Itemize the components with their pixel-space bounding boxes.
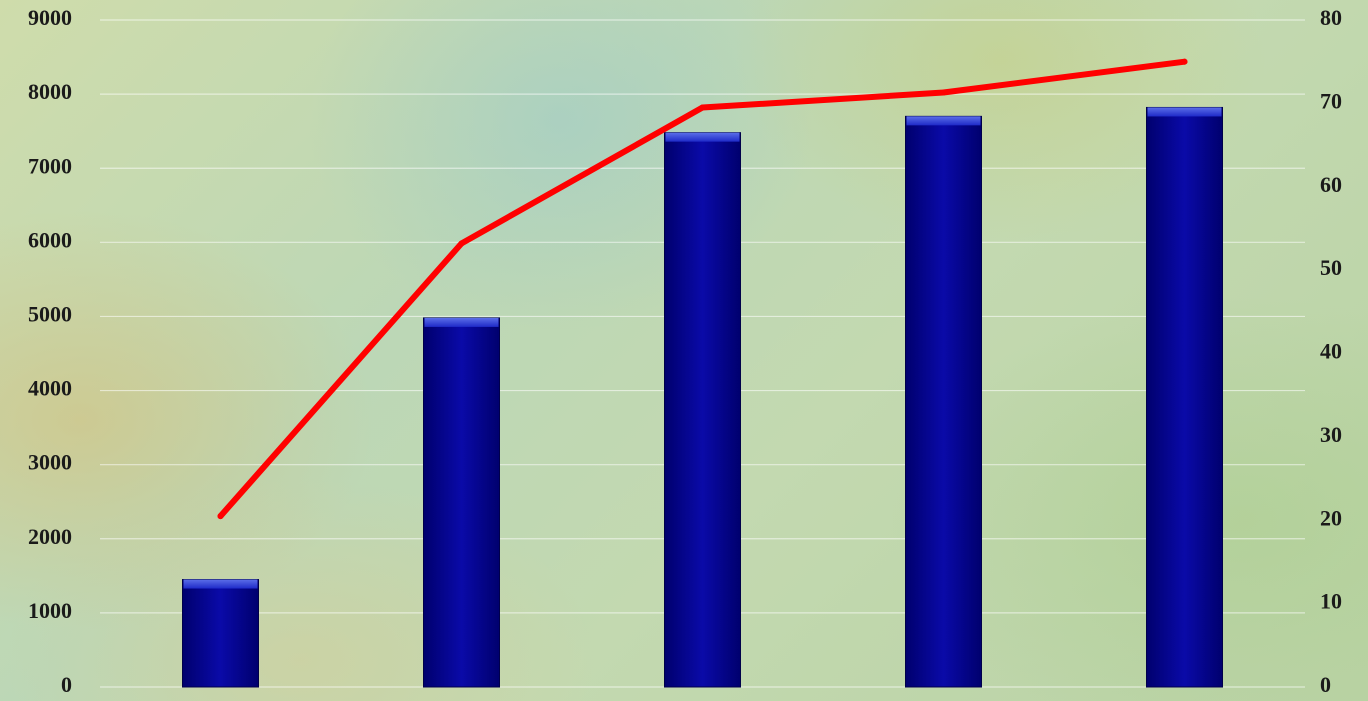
left-y-axis: 0 1000 2000 3000 4000 5000 6000 7000 8000 9000 — [28, 5, 72, 697]
bar — [664, 132, 741, 688]
line-series — [217, 58, 1188, 520]
left-tick-label: 3000 — [28, 450, 72, 475]
right-tick-label: 30 — [1320, 422, 1342, 447]
right-tick-label: 50 — [1320, 255, 1342, 280]
bar — [423, 317, 500, 688]
line-point — [1181, 58, 1188, 65]
line-point — [699, 104, 706, 111]
line-point — [458, 240, 465, 247]
left-tick-label: 5000 — [28, 301, 72, 326]
right-tick-label: 20 — [1320, 505, 1342, 530]
left-tick-label: 2000 — [28, 524, 72, 549]
line-point — [940, 89, 947, 96]
right-tick-label: 10 — [1320, 589, 1342, 614]
left-tick-label: 8000 — [28, 79, 72, 104]
right-tick-label: 70 — [1320, 88, 1342, 113]
left-tick-label: 7000 — [28, 153, 72, 178]
line-point — [217, 513, 224, 520]
bar-series — [182, 106, 1223, 688]
bar — [905, 115, 982, 688]
bar — [182, 579, 259, 688]
right-tick-label: 60 — [1320, 172, 1342, 197]
left-tick-label: 1000 — [28, 598, 72, 623]
bar — [1146, 106, 1223, 688]
left-tick-label: 4000 — [28, 376, 72, 401]
left-tick-label: 0 — [61, 672, 72, 697]
right-tick-label: 40 — [1320, 339, 1342, 364]
right-y-axis: 0 10 20 30 40 50 60 70 80 — [1320, 5, 1342, 697]
left-tick-label: 6000 — [28, 227, 72, 252]
left-tick-label: 9000 — [28, 5, 72, 30]
right-tick-label: 80 — [1320, 5, 1342, 30]
right-tick-label: 0 — [1320, 672, 1331, 697]
